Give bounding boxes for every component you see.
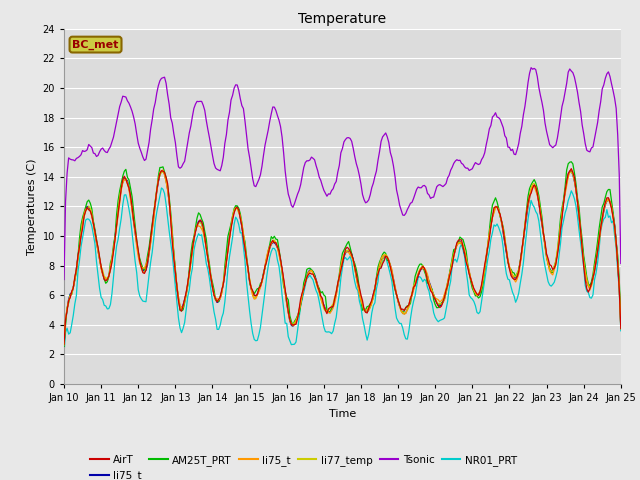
X-axis label: Time: Time [329,408,356,419]
Text: BC_met: BC_met [72,39,119,50]
Legend: AirT, li75_t, AM25T_PRT, li75_t, li77_temp, Tsonic, NR01_PRT: AirT, li75_t, AM25T_PRT, li75_t, li77_te… [86,451,521,480]
Title: Temperature: Temperature [298,12,387,26]
Y-axis label: Temperatures (C): Temperatures (C) [27,158,37,255]
